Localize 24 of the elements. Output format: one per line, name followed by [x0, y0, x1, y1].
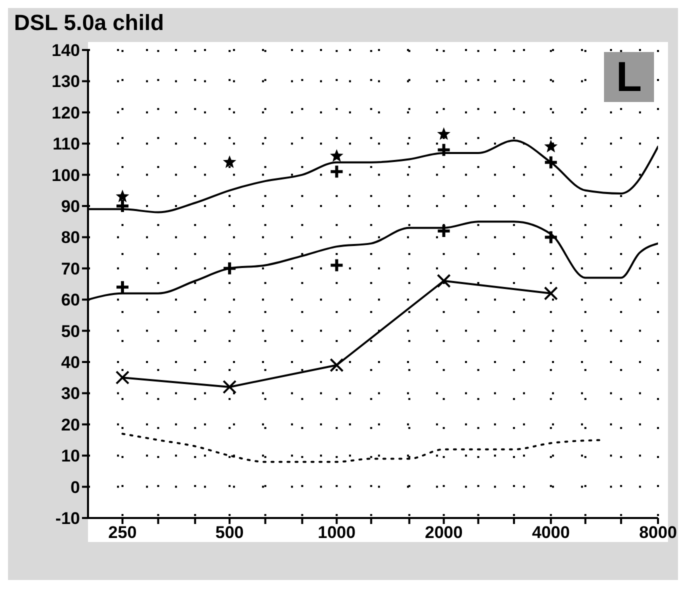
y-tick-label: 80: [61, 228, 80, 248]
y-tick-label: 140: [52, 41, 80, 60]
x-tick-label: 4000: [532, 523, 570, 542]
y-tick-label: 20: [61, 415, 80, 434]
y-tick-label: 90: [61, 197, 80, 216]
annotation: L: [604, 52, 654, 102]
y-tick-label: 120: [52, 103, 80, 122]
y-tick-label: 100: [52, 166, 80, 185]
y-tick-label: 30: [61, 384, 80, 404]
x-tick-label: 2000: [424, 523, 463, 542]
y-tick-label: 0: [70, 478, 80, 497]
y-tick-label: 10: [61, 446, 80, 466]
y-tick-label: 130: [52, 72, 80, 92]
x-tick-label: 8000: [639, 523, 677, 542]
chart-title: DSL 5.0a child: [14, 10, 164, 36]
y-tick-label: 70: [61, 259, 80, 278]
x-tick-label: 250: [108, 523, 137, 542]
y-tick-label: 40: [61, 353, 80, 372]
y-tick-label: -10: [55, 509, 80, 528]
y-tick-label: 60: [61, 290, 80, 310]
x-tick-label: 1000: [318, 523, 356, 542]
y-tick-label: 110: [52, 134, 80, 154]
x-tick-label: 500: [215, 523, 244, 542]
y-tick-label: 50: [61, 322, 80, 341]
